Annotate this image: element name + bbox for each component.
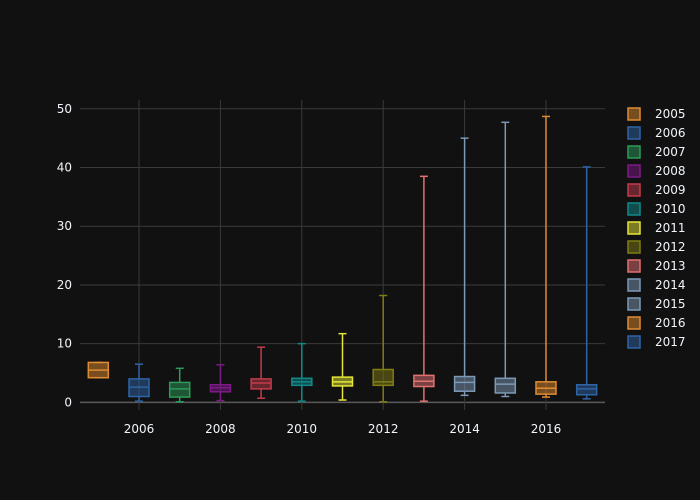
- legend-label: 2005: [655, 107, 686, 121]
- legend-item-2011[interactable]: 2011: [627, 221, 686, 235]
- legend-label: 2011: [655, 221, 686, 235]
- box-2015: [494, 121, 517, 398]
- legend-swatch: [627, 335, 641, 349]
- legend-swatch: [627, 126, 641, 140]
- box-body: [250, 378, 272, 390]
- legend-label: 2017: [655, 335, 686, 349]
- legend-swatch: [627, 297, 641, 311]
- legend-swatch: [627, 107, 641, 121]
- legend-item-2006[interactable]: 2006: [627, 126, 686, 140]
- box-2016: [535, 115, 557, 398]
- box-2012: [372, 294, 394, 403]
- box-2017: [575, 166, 598, 400]
- box-2011: [331, 332, 354, 401]
- legend-swatch: [627, 278, 641, 292]
- legend-item-2009[interactable]: 2009: [627, 183, 686, 197]
- box-2010: [291, 342, 313, 402]
- legend-swatch: [627, 145, 641, 159]
- box-body: [494, 377, 517, 394]
- legend-label: 2008: [655, 164, 686, 178]
- legend-label: 2016: [655, 316, 686, 330]
- legend-swatch: [627, 240, 641, 254]
- legend-label: 2009: [655, 183, 686, 197]
- box-2007: [168, 367, 191, 403]
- axis-layer: 0 10 20 30 40 50 2006 2008 2010 2012 2014 2016: [57, 102, 562, 436]
- legend-item-2012[interactable]: 2012: [627, 240, 686, 254]
- legend-item-2010[interactable]: 2010: [627, 202, 686, 216]
- x-tick-label: 2012: [368, 422, 399, 436]
- legend-item-2016[interactable]: 2016: [627, 316, 686, 330]
- box-body: [453, 375, 476, 392]
- box-2009: [250, 346, 272, 400]
- box-body: [575, 384, 598, 396]
- legend-item-2013[interactable]: 2013: [627, 259, 686, 273]
- x-tick-label: 2016: [531, 422, 562, 436]
- legend-swatch: [627, 316, 641, 330]
- legend-label: 2010: [655, 202, 686, 216]
- box-2006: [128, 363, 150, 402]
- legend-swatch: [627, 221, 641, 235]
- legend-label: 2014: [655, 278, 686, 292]
- legend-item-2015[interactable]: 2015: [627, 297, 686, 311]
- x-tick-label: 2008: [205, 422, 236, 436]
- box-body: [372, 368, 394, 387]
- y-tick-label: 30: [57, 219, 72, 233]
- legend-item-2017[interactable]: 2017: [627, 335, 686, 349]
- legend-item-2014[interactable]: 2014: [627, 278, 686, 292]
- legend-label: 2006: [655, 126, 686, 140]
- box-layer: [87, 115, 598, 403]
- legend-swatch: [627, 183, 641, 197]
- legend-swatch: [627, 259, 641, 273]
- x-tick-label: 2006: [124, 422, 155, 436]
- x-tick-label: 2014: [449, 422, 480, 436]
- box-2014: [453, 137, 476, 397]
- y-tick-label: 0: [64, 395, 72, 409]
- legend-swatch: [627, 202, 641, 216]
- legend[interactable]: 2005 2006 2007 2008 2009 2010 2011 2012 2013 2014…: [627, 107, 686, 349]
- box-2013: [413, 175, 435, 402]
- box-2008: [209, 364, 232, 402]
- legend-label: 2013: [655, 259, 686, 273]
- legend-swatch: [627, 164, 641, 178]
- legend-label: 2012: [655, 240, 686, 254]
- y-tick-label: 50: [57, 102, 72, 116]
- legend-item-2008[interactable]: 2008: [627, 164, 686, 178]
- legend-item-2007[interactable]: 2007: [627, 145, 686, 159]
- box-2005: [87, 361, 110, 379]
- legend-label: 2007: [655, 145, 686, 159]
- legend-label: 2015: [655, 297, 686, 311]
- legend-item-2005[interactable]: 2005: [627, 107, 686, 121]
- y-tick-label: 10: [57, 337, 72, 351]
- y-tick-label: 40: [57, 161, 72, 175]
- x-tick-label: 2010: [287, 422, 318, 436]
- y-tick-label: 20: [57, 278, 72, 292]
- box-body: [168, 381, 191, 398]
